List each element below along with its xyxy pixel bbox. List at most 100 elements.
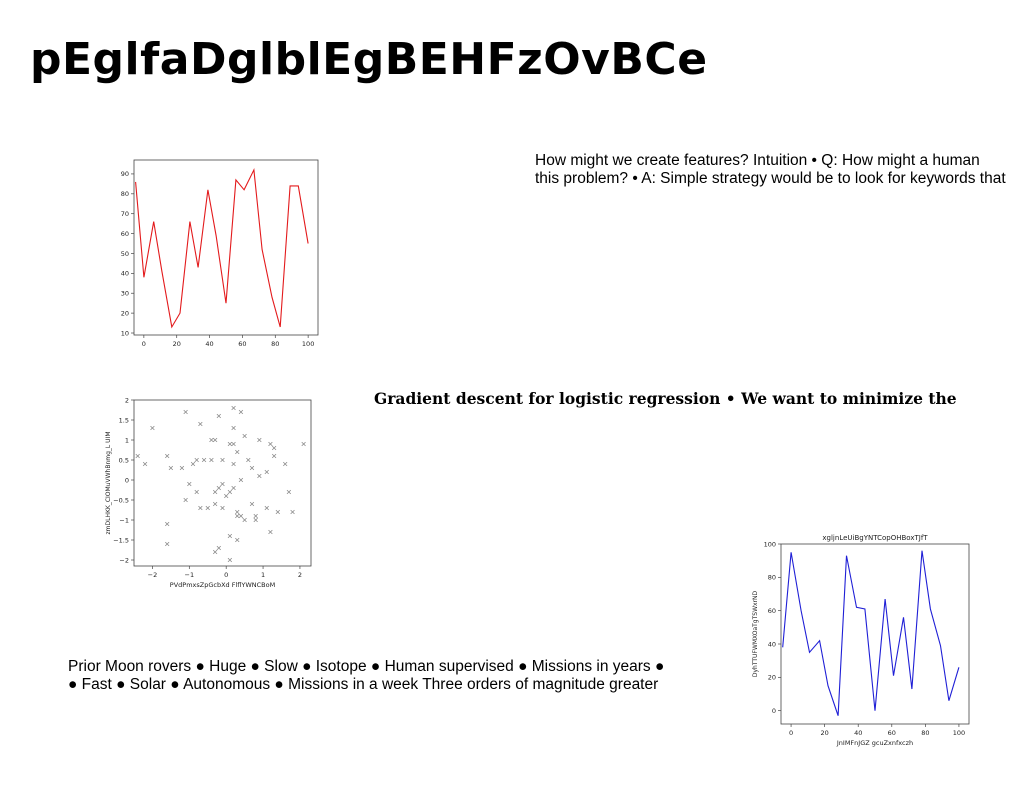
y-tick-label: 70 [121, 210, 129, 218]
y-tick-label: 80 [768, 574, 776, 582]
scatter-point [220, 481, 225, 487]
x-axis-label: JnIMFnJGZ gcuZxnfxczh [836, 739, 913, 747]
scatter-point [238, 409, 244, 415]
series-line [135, 167, 309, 329]
plot-frame [133, 399, 312, 567]
y-tick-label: −0.5 [113, 496, 129, 504]
y-tick-label: 0 [125, 476, 129, 484]
y-tick-label: 1 [125, 436, 129, 444]
slide-title: pEglfaDglblEgBEHFzOvBCe [30, 34, 708, 85]
scatter-point [249, 501, 255, 507]
x-tick-label: −2 [148, 571, 158, 579]
scatter-point [165, 541, 170, 547]
scatter-point [235, 509, 240, 515]
scatter-point [235, 449, 240, 455]
y-tick-label: −1.5 [113, 536, 129, 544]
scatter-point [268, 529, 273, 535]
scatter-point [165, 521, 170, 527]
y-axis-label: DyhTTUFWMXOaTgTSWxrND [752, 590, 759, 677]
scatter-point [216, 545, 221, 551]
series-line [782, 550, 960, 716]
scatter-point [301, 441, 306, 447]
scatter-point [242, 517, 247, 523]
y-tick-label: 2 [125, 396, 129, 404]
text-block-bottom: Prior Moon rovers ● Huge ● Slow ● Isotop… [68, 658, 664, 694]
scatter-point [201, 457, 207, 463]
scatter-point [216, 413, 221, 419]
scatter-point [227, 533, 233, 539]
scatter-point [142, 461, 148, 467]
text-block-top: How might we create features? Intuition … [535, 152, 1006, 188]
y-tick-label: −2 [119, 556, 129, 564]
x-tick-label: 0 [142, 340, 146, 348]
scatter-point [198, 505, 203, 511]
y-tick-label: 30 [121, 290, 129, 298]
scatter-point [268, 441, 273, 447]
scatter-point [220, 505, 225, 511]
y-tick-label: 50 [121, 250, 129, 258]
scatter-point [271, 445, 277, 451]
text-line: this problem? • A: Simple strategy would… [535, 170, 1006, 187]
scatter-point [257, 437, 262, 443]
scatter-point [275, 509, 280, 515]
scatter-point [209, 437, 214, 443]
scatter-point [238, 477, 244, 483]
scatter-point [286, 489, 292, 495]
scatter-point [231, 461, 236, 467]
scatter-point [238, 513, 244, 519]
x-tick-label: 40 [854, 729, 862, 737]
line-chart-red: 0 20 40 60 80 100 10 20 30 40 50 60 70 80 90 [121, 159, 319, 348]
x-tick-label: 0 [789, 729, 793, 737]
scatter-point [224, 493, 229, 499]
scatter-point [290, 509, 295, 515]
scatter-point [257, 473, 262, 479]
scatter-point [231, 441, 236, 447]
y-tick-label: 100 [764, 540, 776, 548]
scatter-point [242, 433, 247, 439]
scatter-point [187, 481, 192, 487]
x-tick-label: 80 [271, 340, 279, 348]
x-tick-label: 100 [953, 729, 965, 737]
y-tick-label: 20 [768, 674, 776, 682]
y-tick-label: 1.5 [119, 416, 129, 424]
chart-title: xgljnLeUiBgYNTCopOHBoxTJfT [822, 534, 928, 542]
y-tick-label: 60 [768, 607, 776, 615]
scatter-point [235, 537, 240, 543]
x-tick-label: 1 [261, 571, 265, 579]
scatter-point [165, 453, 170, 459]
text-block-middle: Gradient descent for logistic regression… [374, 389, 957, 408]
scatter-point [216, 485, 221, 491]
scatter-point [249, 465, 255, 471]
scatter-point [283, 461, 288, 467]
y-tick-label: 40 [121, 270, 129, 278]
scatter-point [264, 469, 269, 475]
line-chart-blue: 0 20 40 60 80 100 0 20 40 60 80 100 xgljnLeUiBgYNTCo… [752, 534, 970, 747]
x-tick-label: 80 [921, 729, 929, 737]
scatter-point [227, 441, 233, 447]
scatter-point [150, 425, 155, 431]
scatter-point [179, 465, 185, 471]
scatter-point [190, 461, 196, 467]
y-tick-label: 60 [121, 230, 129, 238]
text-line: Prior Moon rovers ● Huge ● Slow ● Isotop… [68, 658, 665, 675]
scatter-point [271, 453, 277, 459]
text-line: ● Fast ● Solar ● Autonomous ● Missions i… [68, 676, 659, 693]
scatter-point [168, 465, 174, 471]
scatter-point [198, 421, 203, 427]
scatter-point [212, 501, 218, 507]
plot-frame [780, 543, 970, 725]
scatter-point [183, 497, 188, 503]
scatter-chart: −2 −1 0 1 2 −2 −1.5 −1 −0.5 0 0.5 1 1.5 2 PVdPmxsZpGcb… [105, 396, 312, 589]
scatter-point [227, 489, 233, 495]
scatter-point [231, 425, 236, 431]
y-tick-label: 10 [121, 329, 129, 337]
text-line: How might we create features? Intuition … [535, 152, 980, 169]
y-tick-label: −1 [119, 516, 129, 524]
scatter-point [220, 457, 225, 463]
x-tick-label: 2 [298, 571, 302, 579]
y-tick-label: 90 [121, 170, 129, 178]
x-tick-label: 100 [302, 340, 314, 348]
x-tick-label: 60 [238, 340, 246, 348]
scatter-point [212, 437, 218, 443]
scatter-point [231, 405, 236, 411]
